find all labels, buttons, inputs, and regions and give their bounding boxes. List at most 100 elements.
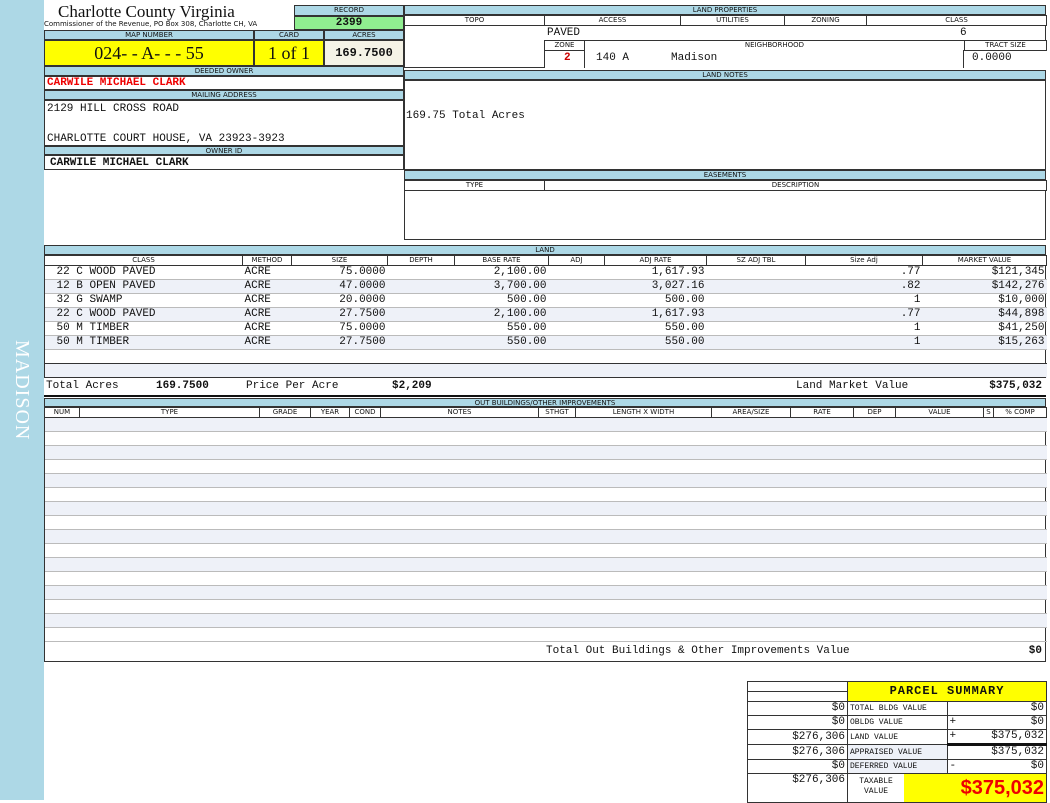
summary-prior-value: $0	[747, 701, 848, 716]
outbuildings-table: NUM TYPE GRADE YEAR COND NOTES STHGT LENGTH X W…	[44, 407, 1047, 642]
parcel-summary: PARCEL SUMMARY $0 TOTAL BLDG VALUE $0 $0 OBL…	[747, 681, 1047, 803]
outbuildings-column-header: S	[983, 407, 994, 418]
sidebar: MADISON	[0, 0, 44, 800]
land-cell: 27.7500	[339, 336, 386, 348]
summary-label: APPRAISED VALUE	[847, 744, 948, 760]
easement-type-header: TYPE	[404, 180, 545, 191]
land-cell	[707, 266, 806, 280]
outbuildings-row	[44, 557, 1047, 572]
summary-row: $0 DEFERRED VALUE - $0	[747, 759, 1047, 774]
outbuildings-row	[44, 544, 1047, 558]
land-cell	[707, 308, 806, 322]
land-table: CLASS METHOD SIZE DEPTH BASE RATE ADJ ADJ RATE…	[44, 255, 1047, 378]
land-cell: .77	[900, 266, 921, 278]
outbuildings-total: $0	[1028, 645, 1042, 657]
outbuildings-column-header: DEP	[853, 407, 896, 418]
class-header: CLASS	[866, 15, 1047, 26]
summary-value: $0	[1030, 760, 1044, 773]
land-cell: ACRE	[244, 336, 271, 348]
land-cell: 1	[913, 322, 921, 334]
land-row: 22 C WOOD PAVED ACRE 27.7500 2,100.00 1,617.…	[44, 307, 1047, 322]
zone-value: 2	[564, 52, 571, 64]
outbuildings-column-header: GRADE	[259, 407, 311, 418]
outbuildings-row	[44, 516, 1047, 530]
land-cell	[549, 336, 605, 350]
land-cell: ACRE	[244, 280, 271, 292]
land-cell: ACRE	[244, 294, 271, 306]
sidebar-label: MADISON	[11, 340, 33, 441]
zone-header: ZONE	[544, 40, 585, 51]
land-cell: $10,000	[998, 294, 1045, 306]
summary-label: LAND VALUE	[847, 729, 948, 745]
land-row: 50 M TIMBER ACRE 75.0000 550.00 550.00 1 $41,2…	[44, 322, 1047, 336]
land-column-header: SIZE	[291, 255, 388, 266]
land-column-header: ADJ RATE	[604, 255, 707, 266]
land-cell: 550.00	[664, 322, 705, 334]
outbuildings-row	[44, 613, 1047, 628]
summary-prior-value: $0	[747, 715, 848, 730]
land-cell	[549, 294, 605, 308]
outbuildings-column-header: AREA/SIZE	[711, 407, 791, 418]
land-cell: 1	[913, 336, 921, 348]
neighborhood-code: 140 A	[596, 52, 630, 64]
land-cell: 550.00	[506, 322, 547, 334]
land-cell: 22 C WOOD PAVED	[56, 308, 156, 320]
summary-row: $276,306 LAND VALUE + $375,032	[747, 729, 1047, 746]
outbuildings-row	[44, 529, 1047, 544]
land-cell	[549, 266, 605, 280]
land-cell	[388, 294, 455, 308]
map-number-label: MAP NUMBER	[44, 30, 254, 40]
owner-id: CARWILE MICHAEL CLARK	[50, 157, 189, 169]
taxable-value: $375,032	[904, 774, 1046, 802]
land-notes-title: LAND NOTES	[404, 70, 1046, 80]
card-label: CARD	[254, 30, 324, 40]
outbuildings-column-header: NOTES	[380, 407, 539, 418]
land-cell: 1,617.93	[651, 266, 705, 278]
land-properties-title: LAND PROPERTIES	[404, 5, 1046, 15]
land-row: 32 G SWAMP ACRE 20.0000 500.00 500.00 1 $10,00…	[44, 294, 1047, 308]
land-column-header: ADJ	[548, 255, 605, 266]
tract-size-value: 0.0000	[972, 52, 1012, 64]
utilities-header: UTILITIES	[680, 15, 785, 26]
land-column-header: MARKET VALUE	[922, 255, 1047, 266]
land-cell: 550.00	[506, 336, 547, 348]
price-per-acre: $2,209	[392, 380, 432, 392]
neighborhood-header: NEIGHBORHOOD	[584, 40, 965, 51]
outbuildings-column-header: TYPE	[79, 407, 260, 418]
land-cell: 50 M TIMBER	[56, 336, 130, 348]
land-cell: 1,617.93	[651, 308, 705, 320]
land-cell: 22 C WOOD PAVED	[56, 266, 156, 278]
land-cell	[707, 280, 806, 294]
price-per-acre-label: Price Per Acre	[246, 380, 339, 392]
land-column-header: DEPTH	[387, 255, 455, 266]
outbuildings-row	[44, 460, 1047, 474]
outbuildings-column-header: % COMP	[993, 407, 1047, 418]
summary-sign: -	[949, 760, 957, 773]
summary-row: $0 OBLDG VALUE + $0	[747, 715, 1047, 730]
land-row-empty	[44, 350, 1047, 364]
land-column-header: CLASS	[44, 255, 243, 266]
total-acres-label: Total Acres	[46, 380, 119, 392]
total-acres: 169.7500	[156, 380, 209, 392]
outbuildings-title: OUT BUILDINGS/OTHER IMPROVEMENTS	[44, 398, 1046, 407]
land-cell: 3,700.00	[493, 280, 547, 292]
outbuildings-column-header: VALUE	[895, 407, 984, 418]
owner-id-label: OWNER ID	[44, 146, 404, 155]
land-cell: 2,100.00	[493, 308, 547, 320]
land-cell: ACRE	[244, 322, 271, 334]
outbuildings-row	[44, 432, 1047, 446]
land-cell: 500.00	[506, 294, 547, 306]
land-cell	[707, 336, 806, 350]
land-row: 22 C WOOD PAVED ACRE 75.0000 2,100.00 1,617.…	[44, 266, 1047, 280]
land-column-header: BASE RATE	[454, 255, 549, 266]
land-cell: $41,250	[998, 322, 1045, 334]
outbuildings-row	[44, 600, 1047, 614]
class-value: 6	[960, 27, 967, 39]
summary-row: $276,306 APPRAISED VALUE $375,032	[747, 744, 1047, 760]
land-cell: $121,345	[991, 266, 1045, 278]
easements-title: EASEMENTS	[404, 170, 1046, 180]
deeded-owner: CARWILE MICHAEL CLARK	[47, 77, 186, 89]
land-notes-text: 169.75 Total Acres	[406, 110, 525, 122]
outbuildings-total-label: Total Out Buildings & Other Improvements…	[546, 645, 850, 657]
land-cell: $15,263	[998, 336, 1045, 348]
